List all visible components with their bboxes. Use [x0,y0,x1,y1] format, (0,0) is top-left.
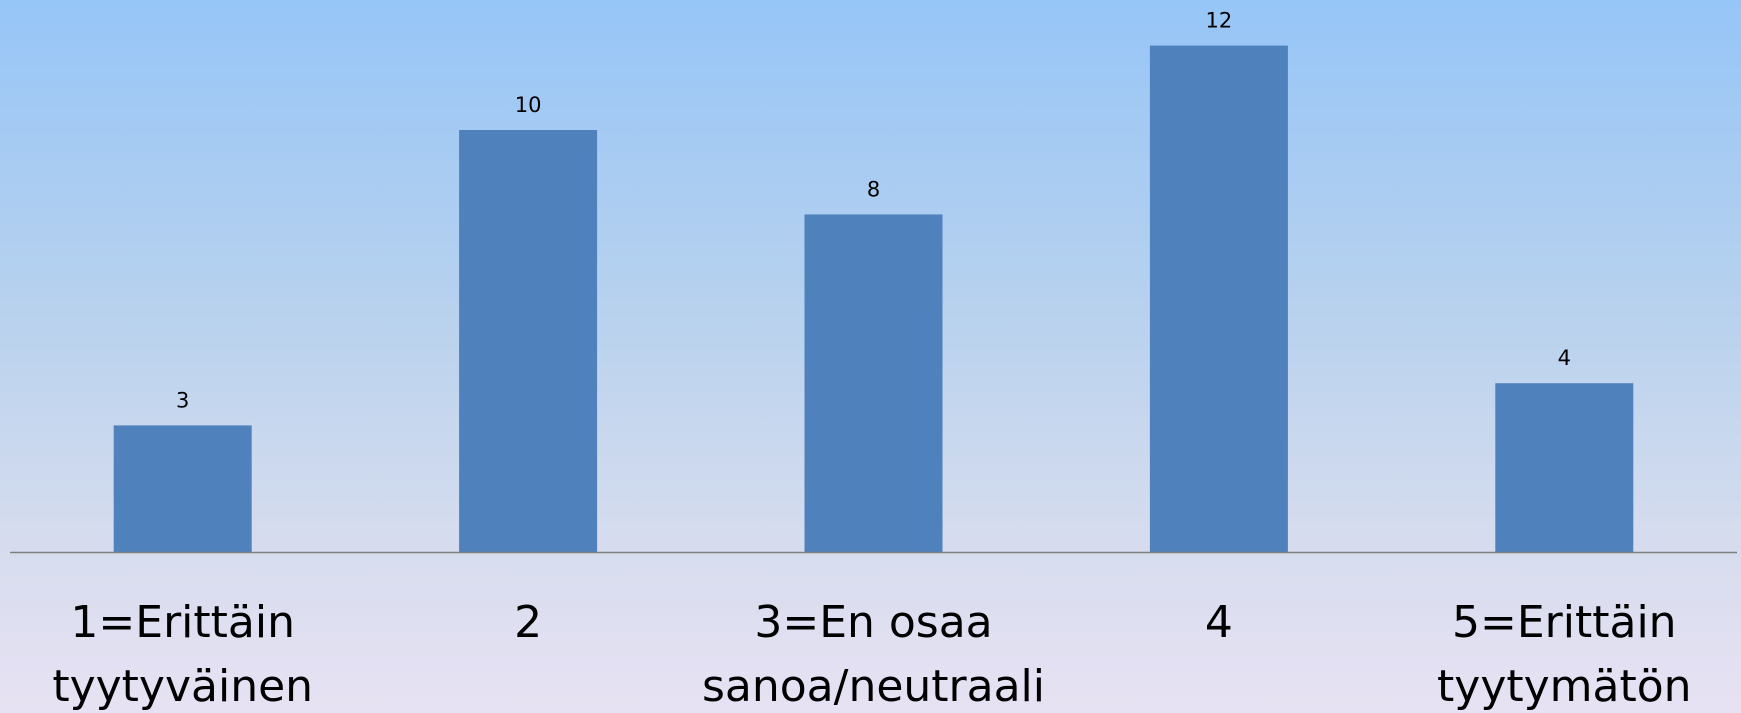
category-label-1-line-1: 1=Erittäin [70,597,295,648]
category-labels-group: 1=Erittäin tyytyväinen 2 3=En osaa sanoa/neu… [52,597,1691,712]
data-label-4: 12 [1206,9,1233,33]
data-label-3: 8 [867,177,880,201]
data-label-5: 4 [1558,346,1571,370]
category-label-5-line-1: 5=Erittäin [1452,597,1677,648]
bars-group [113,45,1634,552]
category-label-5-line-2: tyytymätön [1437,661,1692,712]
bar-4 [1149,45,1288,552]
bar-5 [1495,383,1634,552]
category-label-3-line-1: 3=En osaa [754,597,992,648]
bar-1 [113,425,252,552]
bar-3 [804,214,943,552]
data-label-1: 3 [176,388,189,412]
bar-2 [459,130,598,552]
category-label-1-line-2: tyytyväinen [52,661,313,712]
category-label-2-line-1: 2 [514,597,542,648]
value-labels-group: 3 10 8 12 4 [176,9,1571,413]
data-label-2: 10 [515,93,542,117]
category-label-3-line-2: sanoa/neutraali [702,661,1045,712]
category-label-4-line-1: 4 [1205,597,1233,648]
